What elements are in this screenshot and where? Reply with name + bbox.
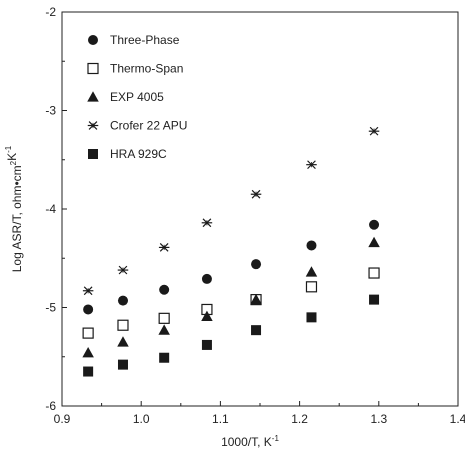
data-point-shape [117, 336, 129, 347]
data-point-shape [159, 284, 170, 295]
data-point-shape [369, 294, 380, 305]
x-tick-label: 1.0 [133, 412, 150, 426]
x-axis-label: 1000/T, K-1 [221, 434, 279, 449]
data-point [82, 327, 94, 339]
data-point [117, 319, 129, 331]
data-point [117, 265, 129, 275]
data-point-shape [251, 259, 262, 270]
legend-label: Three-Phase [110, 33, 180, 47]
x-axis: 0.9 1.0 1.1 1.2 1.3 1.4 [54, 401, 465, 426]
data-point [83, 304, 94, 315]
data-point-shape [158, 312, 170, 324]
data-point-shape [369, 219, 380, 230]
data-point [201, 310, 213, 321]
data-point [158, 243, 170, 252]
data-point [117, 295, 128, 306]
data-point [250, 293, 262, 305]
data-point [159, 284, 170, 295]
data-point-shape [82, 327, 94, 339]
data-point-shape [305, 266, 318, 277]
data-point-shape [250, 293, 262, 305]
data-point [305, 281, 318, 293]
x-tick-label: 1.1 [212, 412, 229, 426]
data-point [82, 347, 94, 358]
axis-labels: 1000/T, K-1 Log ASR/T, ohm•cm2K-1 [4, 145, 279, 449]
x-tick-label: 0.9 [54, 412, 71, 426]
data-point [201, 339, 212, 350]
x-tick-label: 1.3 [370, 412, 387, 426]
data-point-shape [159, 352, 170, 363]
data-point [159, 352, 170, 363]
data-point-shape [305, 281, 318, 293]
data-point-shape [306, 312, 317, 323]
data-point [306, 240, 317, 251]
legend-marker-shape [88, 149, 98, 159]
data-point-shape [82, 347, 94, 358]
data-point [368, 267, 380, 279]
data-point [369, 294, 380, 305]
data-point-shape [306, 240, 317, 251]
data-point-shape [201, 339, 212, 350]
data-point-shape [158, 324, 170, 335]
data-point [201, 273, 212, 284]
data-point [369, 219, 380, 230]
legend-label: Crofer 22 APU [110, 119, 187, 133]
x-tick-label: 1.2 [291, 412, 308, 426]
legend-marker [88, 149, 98, 159]
data-point-shape [117, 359, 128, 370]
data-point [251, 259, 262, 270]
data-point-shape [368, 267, 380, 279]
legend-marker-shape [87, 91, 99, 102]
legend-marker [87, 62, 99, 75]
data-point [201, 218, 213, 228]
data-point [250, 189, 262, 199]
data-point [83, 366, 94, 377]
legend-label: Thermo-Span [110, 62, 183, 76]
data-point [306, 312, 317, 323]
legend-label: EXP 4005 [110, 90, 164, 104]
data-point [117, 359, 128, 370]
data-point [368, 126, 380, 136]
data-point [158, 312, 170, 324]
legend-marker-shape [88, 35, 98, 45]
data-point-shape [117, 295, 128, 306]
data-point-shape [368, 236, 380, 248]
data-point-shape [83, 366, 94, 377]
data-point-shape [251, 325, 262, 336]
data-point [305, 266, 318, 277]
data-point [82, 286, 94, 296]
y-tick-label: -5 [45, 301, 56, 315]
data-point [368, 236, 380, 248]
y-tick-label: -3 [45, 104, 56, 118]
data-point-shape [201, 310, 213, 321]
data-point-shape [201, 273, 212, 284]
legend: Three-Phase Thermo-Span EXP 4005 Crofer 22 … [87, 33, 187, 161]
data-point [158, 324, 170, 335]
y-tick-label: -4 [45, 202, 56, 216]
legend-marker [87, 121, 99, 130]
data-point [306, 160, 317, 170]
x-tick-label: 1.4 [450, 412, 465, 426]
data-point [117, 336, 129, 347]
data-point-shape [83, 304, 94, 315]
legend-marker [88, 35, 98, 45]
y-axis: -6 -5 -4 -3 -2 [45, 5, 67, 413]
data-point-shape [117, 319, 129, 331]
data-points [82, 126, 380, 377]
legend-marker-shape [87, 62, 99, 75]
data-point [251, 325, 262, 336]
y-axis-label: Log ASR/T, ohm•cm2K-1 [4, 145, 24, 272]
y-tick-label: -6 [45, 399, 56, 413]
y-tick-label: -2 [45, 5, 56, 19]
legend-label: HRA 929C [110, 147, 167, 161]
legend-marker [87, 91, 99, 102]
